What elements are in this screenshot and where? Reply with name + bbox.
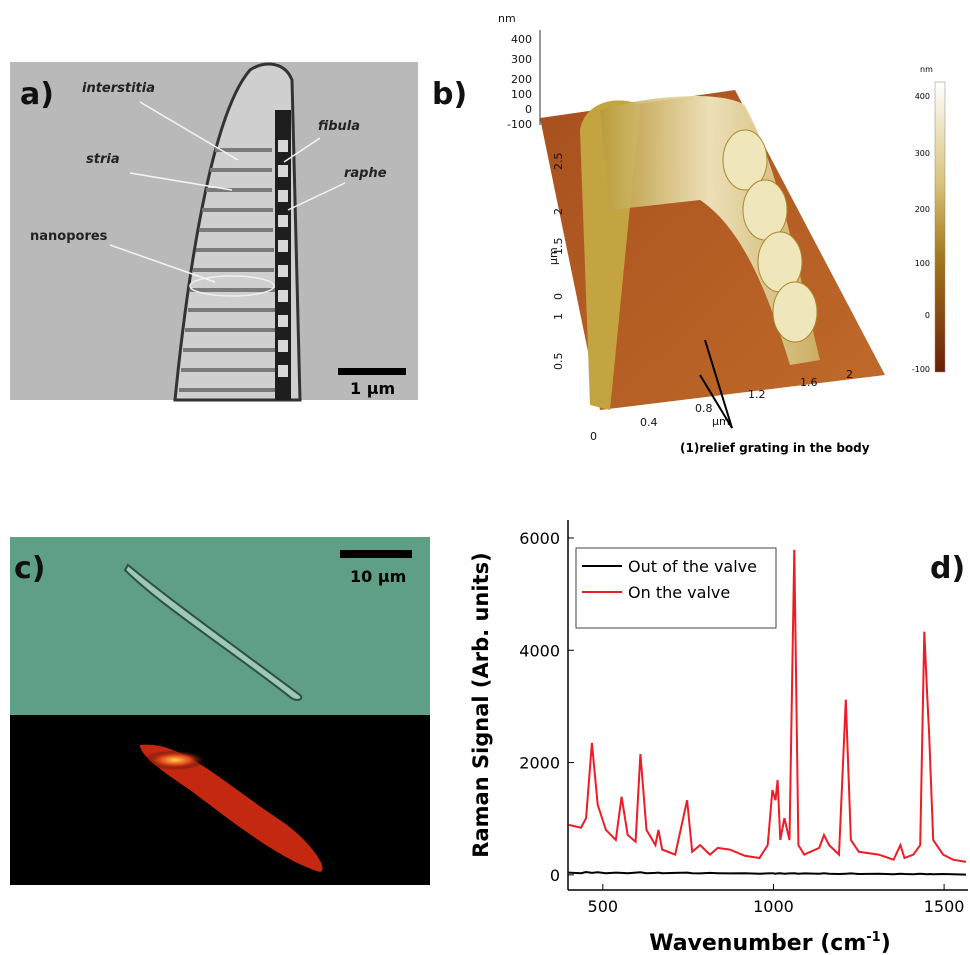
colorbar-tick: 400 [915,92,930,101]
y-tick-label: 0 [552,293,565,300]
panel-label: c) [14,551,46,586]
y-tick-label: 0 [550,866,560,885]
x-tick-label: 0.4 [640,416,658,429]
colorbar-tick: 0 [925,311,930,320]
x-axis-title-text: Wavenumber (cm [649,931,866,955]
x-tick-label: 1000 [753,897,794,916]
x-axis-title: Wavenumber (cm-1) [649,930,891,955]
x-tick-label: 1.6 [800,376,818,389]
annotation: nanopores [30,229,108,244]
panel-label: d) [930,551,965,586]
x-tick-label: 2 [846,368,853,381]
y-tick-label: 2 [552,208,565,215]
z-tick-label: 300 [511,53,532,66]
colorbar-tick: 300 [915,149,930,158]
scale-label: 10 μm [350,567,406,586]
axis-unit: nm [498,12,516,25]
figure: a) interstitia stria nanopores fibula ra… [0,0,970,955]
colorbar-unit: nm [920,65,933,74]
y-tick-label: 0.5 [552,353,565,371]
annotation: (1)relief grating in the body [680,441,870,455]
x-tick-label: 1.2 [748,388,766,401]
y-tick-label: 2.5 [552,153,565,171]
colorbar-tick: 200 [915,205,930,214]
legend-label: On the valve [628,583,730,602]
panel-b: b) nm 400 300 200 100 0 -100 0 2.5 2 1.5… [432,12,945,455]
y-tick-label: 6000 [519,529,560,548]
x-tick-label: 500 [588,897,619,916]
raman-hotspot [143,750,207,770]
z-tick-label: -100 [507,118,532,131]
x-tick-label: 0 [590,430,597,443]
z-tick-label: 0 [525,103,532,116]
y-tick-label: 4000 [519,641,560,660]
z-tick-label: 200 [511,73,532,86]
x-tick-label: 0.8 [695,402,713,415]
annotation: raphe [344,166,387,181]
series-line [569,872,966,875]
panel-label: b) [432,77,467,112]
y-tick-label: 1 [552,313,565,320]
panel-d: d) Raman Signal (Arb. units) Wavenumber … [469,520,968,955]
colorbar-tick: 100 [915,259,930,268]
x-axis-title-sup: -1 [866,930,880,945]
annotation: interstitia [82,81,155,96]
legend-label: Out of the valve [628,557,757,576]
scale-bar [338,368,406,375]
axis-unit: μm [547,247,560,265]
annotation: fibula [318,119,360,134]
y-axis-title: Raman Signal (Arb. units) [469,552,493,857]
colorbar [935,82,945,372]
y-tick-label: 2000 [519,754,560,773]
scale-bar [340,550,412,558]
annotation: stria [86,152,120,167]
x-axis-title-text: ) [881,931,891,955]
colorbar-tick: -100 [912,365,930,374]
panel-a: a) interstitia stria nanopores fibula ra… [10,62,418,400]
panel-label: a) [20,77,54,112]
panel-c: c) 10 μm [10,537,430,885]
z-tick-label: 400 [511,33,532,46]
z-tick-label: 100 [511,88,532,101]
raphe [275,110,291,400]
x-tick-label: 1500 [924,897,965,916]
brightfield-image [10,537,430,715]
scale-label: 1 μm [350,379,395,398]
